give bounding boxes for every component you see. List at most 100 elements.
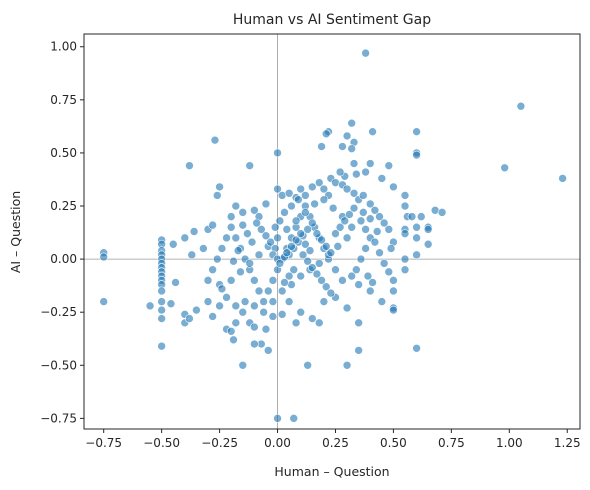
data-point — [384, 161, 394, 170]
data-point — [226, 327, 236, 336]
data-point — [375, 248, 384, 258]
data-point — [365, 199, 375, 209]
data-point — [349, 188, 359, 198]
data-point — [261, 231, 271, 241]
data-point — [180, 233, 190, 243]
data-point — [342, 233, 352, 243]
x-tick-label: −0.25 — [201, 436, 238, 450]
data-point — [312, 269, 322, 279]
data-point — [326, 248, 336, 258]
data-point — [287, 201, 296, 211]
data-point — [307, 263, 317, 272]
data-point — [273, 414, 282, 423]
data-point — [352, 265, 361, 275]
data-point — [319, 297, 329, 306]
data-point — [345, 210, 354, 219]
data-point — [199, 244, 208, 253]
data-point — [400, 191, 410, 200]
data-point — [266, 237, 275, 247]
data-point — [217, 284, 227, 294]
data-point — [238, 307, 248, 317]
data-point — [335, 167, 345, 177]
data-point — [287, 242, 296, 251]
data-point — [347, 271, 357, 281]
data-point — [254, 250, 264, 260]
data-point — [268, 276, 278, 285]
data-point — [384, 225, 394, 234]
data-point — [400, 201, 410, 211]
data-point — [243, 229, 252, 238]
data-point — [208, 265, 217, 275]
data-point — [226, 222, 236, 232]
data-point — [99, 297, 109, 306]
data-point — [375, 212, 384, 221]
data-point — [226, 276, 236, 285]
data-point — [291, 235, 301, 245]
data-point — [189, 227, 199, 236]
data-point — [212, 254, 222, 264]
data-point — [240, 297, 250, 306]
data-point — [321, 282, 331, 292]
data-point — [273, 184, 282, 194]
data-point — [317, 235, 326, 245]
data-point — [347, 222, 357, 232]
x-tick-label: −0.50 — [143, 436, 180, 450]
data-point — [516, 101, 526, 111]
data-point — [412, 250, 421, 260]
data-point — [372, 227, 382, 236]
data-point — [400, 254, 410, 264]
data-point — [250, 276, 259, 285]
data-point — [203, 297, 213, 306]
data-points — [99, 48, 567, 423]
data-point — [238, 360, 248, 370]
data-point — [317, 142, 326, 151]
data-point — [229, 256, 238, 266]
data-point — [296, 271, 306, 281]
x-axis-ticks: −0.75 −0.50 −0.25 0.00 0.25 0.50 0.75 1.00 1.25 — [85, 429, 581, 450]
data-point — [377, 174, 387, 183]
data-point — [319, 195, 329, 204]
data-point — [361, 48, 370, 58]
data-point — [370, 205, 380, 215]
data-point — [500, 163, 509, 173]
data-point — [368, 278, 377, 287]
data-point — [328, 203, 338, 213]
data-point — [347, 144, 357, 153]
data-point — [270, 222, 280, 232]
data-point — [261, 324, 271, 334]
data-point — [231, 318, 241, 328]
data-point — [342, 360, 352, 370]
x-tick-label: 0.00 — [264, 436, 291, 450]
data-point — [166, 299, 176, 309]
data-point — [208, 312, 217, 321]
y-tick-label: −0.25 — [40, 305, 77, 319]
data-point — [222, 233, 231, 243]
data-point — [338, 142, 347, 151]
data-point — [437, 208, 447, 217]
data-point — [423, 225, 433, 234]
data-point — [412, 127, 421, 136]
data-point — [349, 159, 359, 168]
chart-title: Human vs AI Sentiment Gap — [233, 12, 431, 28]
data-point — [314, 318, 324, 328]
data-point — [354, 346, 363, 355]
data-point — [296, 184, 306, 194]
data-point — [145, 301, 155, 311]
data-point — [298, 250, 308, 260]
data-point — [259, 297, 268, 306]
data-point — [257, 225, 266, 234]
data-point — [370, 237, 380, 247]
data-point — [296, 229, 306, 238]
data-point — [307, 218, 317, 228]
data-point — [222, 293, 231, 302]
data-point — [301, 191, 310, 200]
data-point — [317, 276, 326, 285]
data-point — [275, 216, 285, 226]
data-point — [289, 265, 299, 275]
data-point — [368, 127, 377, 136]
data-point — [280, 278, 289, 287]
data-point — [303, 225, 312, 234]
data-point — [365, 286, 375, 296]
data-point — [352, 169, 361, 179]
